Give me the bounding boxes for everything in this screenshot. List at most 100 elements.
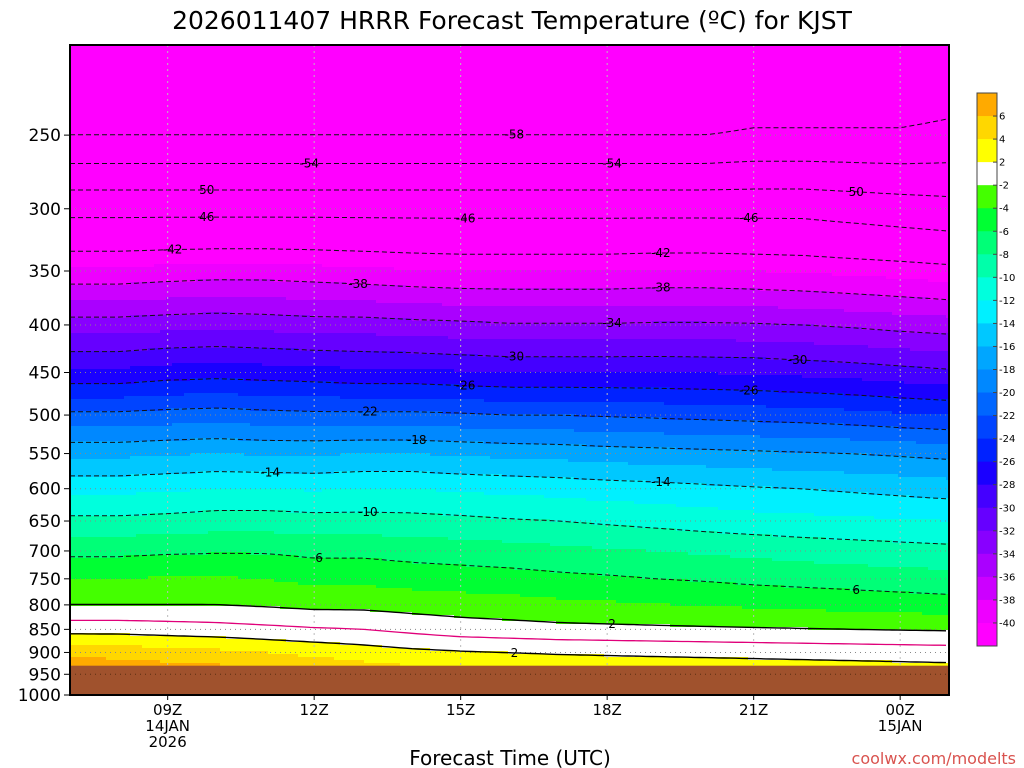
temperature-cell: [82, 318, 89, 334]
temperature-cell: [274, 333, 281, 349]
temperature-cell: [916, 630, 923, 664]
temperature-cell: [292, 333, 299, 349]
temperature-cell: [574, 270, 581, 289]
temperature-cell: [430, 354, 437, 370]
temperature-cell: [142, 282, 149, 301]
temperature-cell: [406, 612, 413, 649]
temperature-cell: [568, 573, 575, 601]
temperature-cell: [298, 381, 305, 397]
temperature-cell: [178, 315, 185, 331]
temperature-cell: [136, 516, 143, 535]
temperature-cell: [604, 324, 611, 340]
temperature-cell: [232, 315, 239, 331]
temperature-cell: [448, 369, 455, 385]
temperature-cell: [400, 588, 407, 613]
temperature-cell: [178, 492, 185, 514]
temperature-cell: [478, 306, 485, 322]
temperature-cell: [478, 45, 485, 271]
temperature-cell: [178, 423, 185, 442]
credit-text: coolwx.com/modelts: [852, 749, 1016, 768]
temperature-cell: [622, 417, 629, 433]
temperature-cell: [850, 345, 857, 364]
temperature-cell: [814, 291, 821, 310]
temperature-cell: [586, 624, 593, 655]
temperature-cell: [574, 45, 581, 271]
temperature-cell: [244, 408, 251, 424]
temperature-cell: [484, 474, 491, 496]
temperature-cell: [394, 351, 401, 370]
temperature-cell: [406, 303, 413, 319]
temperature-cell: [448, 399, 455, 415]
temperature-cell: [496, 459, 503, 475]
temperature-cell: [346, 45, 353, 268]
temperature-cell: [388, 441, 395, 454]
temperature-cell: [202, 648, 209, 664]
temperature-cell: [220, 510, 227, 532]
temperature-cell: [490, 306, 497, 325]
temperature-cell: [442, 591, 449, 616]
temperature-cell: [442, 426, 449, 442]
temperature-cell: [592, 624, 599, 655]
temperature-cell: [802, 588, 809, 610]
temperature-cell: [178, 636, 185, 649]
temperature-cell: [922, 459, 929, 478]
temperature-cell: [592, 447, 599, 463]
temperature-cell: [244, 45, 251, 265]
temperature-cell: [250, 330, 257, 349]
temperature-cell: [802, 423, 809, 439]
temperature-cell: [424, 591, 431, 616]
temperature-cell: [94, 318, 101, 334]
temperature-cell: [322, 558, 329, 586]
temperature-cell: [616, 387, 623, 403]
temperature-cell: [940, 477, 947, 499]
temperature-cell: [784, 513, 791, 538]
temperature-cell: [544, 387, 551, 403]
temperature-cell: [94, 333, 101, 352]
temperature-cell: [850, 45, 857, 277]
temperature-cell: [490, 567, 497, 595]
temperature-cell: [370, 513, 377, 535]
colorbar-swatch: [977, 231, 997, 255]
temperature-cell: [322, 300, 329, 319]
contour-label: -14: [260, 465, 280, 479]
temperature-cell: [670, 579, 677, 607]
temperature-cell: [472, 474, 479, 493]
temperature-cell: [82, 645, 89, 658]
temperature-cell: [268, 279, 275, 298]
temperature-cell: [874, 363, 881, 382]
temperature-cell: [232, 279, 239, 298]
temperature-cell: [418, 288, 425, 304]
temperature-cell: [586, 306, 593, 325]
contour-label: -26: [456, 379, 476, 393]
temperature-cell: [304, 381, 311, 397]
temperature-cell: [772, 537, 779, 562]
temperature-cell: [730, 486, 737, 511]
temperature-cell: [184, 555, 191, 577]
temperature-cell: [826, 492, 833, 517]
temperature-cell: [358, 609, 365, 646]
temperature-cell: [214, 378, 221, 394]
temperature-cell: [172, 348, 179, 364]
temperature-cell: [190, 330, 197, 349]
contour-freezing: [70, 619, 947, 646]
temperature-cell: [382, 471, 389, 490]
temperature-cell: [106, 645, 113, 661]
temperature-cell: [826, 309, 833, 328]
temperature-cell: [730, 606, 737, 628]
temperature-cell: [136, 333, 143, 352]
temperature-cell: [304, 513, 311, 535]
temperature-cell: [418, 453, 425, 472]
temperature-cell: [286, 513, 293, 535]
temperature-cell: [820, 588, 827, 610]
x-tick-label: 21Z: [739, 701, 768, 719]
colorbar-label: -30: [999, 503, 1015, 514]
temperature-cell: [82, 537, 89, 559]
temperature-cell: [412, 513, 419, 538]
temperature-cell: [748, 306, 755, 325]
temperature-cell: [148, 513, 155, 535]
temperature-cell: [256, 297, 263, 316]
colorbar-swatch: [977, 415, 997, 440]
temperature-cell: [946, 543, 949, 571]
temperature-cell: [718, 435, 725, 451]
temperature-cell: [136, 315, 143, 334]
